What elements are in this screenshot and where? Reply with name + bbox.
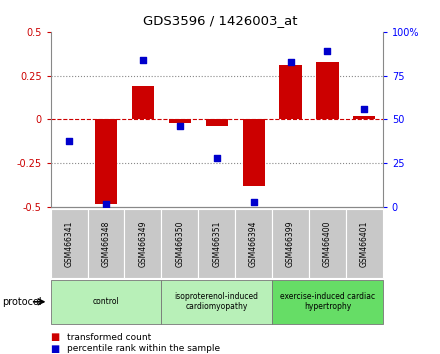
- Point: [324, 48, 331, 54]
- Text: GSM466399: GSM466399: [286, 220, 295, 267]
- Point: [287, 59, 294, 64]
- Text: GSM466401: GSM466401: [360, 220, 369, 267]
- Bar: [169, 120, 191, 123]
- Text: transformed count: transformed count: [67, 332, 151, 342]
- Bar: [279, 65, 301, 120]
- Text: GSM466351: GSM466351: [212, 220, 221, 267]
- Point: [139, 57, 147, 63]
- Bar: [353, 116, 375, 120]
- Point: [176, 124, 183, 129]
- Bar: [205, 120, 228, 126]
- Point: [250, 199, 257, 205]
- Point: [213, 155, 220, 161]
- Bar: [132, 86, 154, 120]
- Text: isoproterenol-induced
cardiomyopathy: isoproterenol-induced cardiomyopathy: [175, 292, 259, 312]
- Text: GDS3596 / 1426003_at: GDS3596 / 1426003_at: [143, 14, 297, 27]
- Bar: [95, 120, 117, 204]
- Point: [103, 201, 110, 206]
- Text: protocol: protocol: [2, 297, 42, 307]
- Text: ■: ■: [51, 332, 60, 342]
- Text: ■: ■: [51, 344, 60, 354]
- Text: GSM466394: GSM466394: [249, 220, 258, 267]
- Text: control: control: [92, 297, 119, 306]
- Point: [66, 138, 73, 143]
- Text: GSM466400: GSM466400: [323, 220, 332, 267]
- Text: GSM466348: GSM466348: [102, 220, 110, 267]
- Text: GSM466349: GSM466349: [138, 220, 147, 267]
- Bar: [316, 62, 338, 120]
- Text: GSM466350: GSM466350: [175, 220, 184, 267]
- Text: exercise-induced cardiac
hypertrophy: exercise-induced cardiac hypertrophy: [280, 292, 375, 312]
- Text: percentile rank within the sample: percentile rank within the sample: [67, 344, 220, 353]
- Text: GSM466341: GSM466341: [65, 220, 73, 267]
- Bar: [242, 120, 265, 186]
- Point: [361, 106, 368, 112]
